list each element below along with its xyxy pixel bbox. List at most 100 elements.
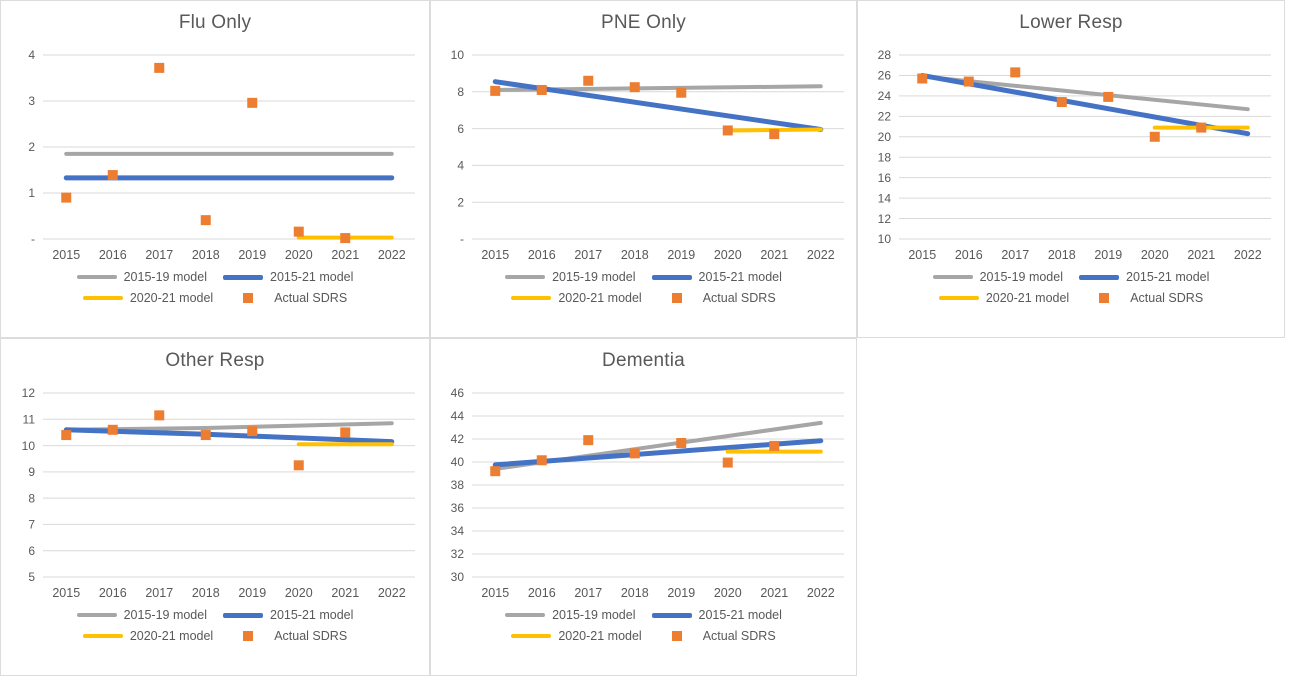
legend-item-actual-sdrs: Actual SDRS	[229, 291, 347, 305]
actual-sdrs-marker	[293, 226, 304, 237]
y-tick-label: 4	[457, 159, 464, 173]
y-tick-label: 46	[450, 386, 464, 400]
legend-label: 2020-21 model	[558, 291, 642, 305]
legend-marker-swatch	[1099, 293, 1110, 303]
chart-title: Flu Only	[178, 12, 252, 33]
series-actual-sdrs	[489, 435, 779, 477]
chart-other-resp: Other Resp 5 6 7 8 9 10 11 12 2015 2016 2017 2018 20…	[0, 338, 430, 676]
actual-sdrs-marker	[200, 430, 211, 441]
legend-label: Actual SDRS	[274, 291, 348, 305]
legend-line-swatch	[938, 296, 979, 300]
y-tick-label: 9	[28, 465, 35, 479]
x-tick-label: 2017	[574, 586, 602, 600]
chart-lower-resp: Lower Resp 10 12 14 16 18 20 22 24 26 28 2015 2016 2…	[857, 0, 1285, 338]
y-tick-label: 12	[878, 212, 892, 226]
legend-item-2015-19-model: 2015-19 model	[76, 608, 207, 622]
legend-item-2015-19-model: 2015-19 model	[932, 270, 1063, 284]
empty-grid-cell	[857, 338, 1285, 676]
x-tick-label: 2019	[667, 248, 695, 262]
legend-label: 2015-19 model	[552, 270, 636, 284]
legend-line-swatch	[76, 613, 117, 617]
legend-row: 2015-19 model 2015-21 model	[932, 270, 1209, 284]
legend-line-swatch	[1079, 274, 1119, 280]
legend-item-2020-21-model: 2020-21 model	[82, 629, 213, 643]
chart-dementia: Dementia 30 32 34 36 38 40 42 44 46 2015 2016 2017 2…	[430, 338, 857, 676]
y-tick-label: 36	[450, 501, 464, 515]
chart-legend: 2015-19 model 2015-21 model 2020-21 model A…	[76, 270, 353, 305]
gridlines	[471, 54, 844, 240]
actual-sdrs-marker	[768, 440, 779, 451]
y-tick-label: 24	[878, 89, 892, 103]
legend-item-2015-21-model: 2015-21 model	[1079, 270, 1209, 284]
y-axis-labels: - 1 2 3 4	[28, 48, 35, 246]
x-tick-label: 2020	[713, 586, 741, 600]
legend-item-2015-21-model: 2015-21 model	[223, 608, 353, 622]
chart-legend: 2015-19 model 2015-21 model 2020-21 model A…	[932, 270, 1209, 305]
y-tick-label: 6	[457, 122, 464, 136]
y-tick-label: 10	[22, 439, 36, 453]
legend-item-2020-21-model: 2020-21 model	[511, 629, 642, 643]
legend-line-swatch	[651, 612, 692, 618]
y-axis-labels: 30 32 34 36 38 40 42 44 46	[450, 386, 464, 584]
actual-sdrs-marker	[61, 430, 72, 441]
actual-sdrs-marker	[247, 97, 258, 108]
x-tick-label: 2022	[806, 586, 834, 600]
x-tick-label: 2018	[192, 586, 220, 600]
y-tick-label: 2	[457, 195, 464, 209]
y-tick-label: 26	[878, 69, 892, 83]
legend-row: 2020-21 model Actual SDRS	[511, 629, 776, 643]
x-tick-label: 2016	[99, 248, 127, 262]
x-axis-labels: 2015 2016 2017 2018 2019 2020 2021 2022	[52, 586, 405, 600]
x-tick-label: 2019	[667, 586, 695, 600]
x-tick-label: 2019	[1094, 248, 1122, 262]
actual-sdrs-marker	[340, 427, 351, 438]
x-tick-label: 2021	[760, 248, 788, 262]
y-tick-label: 44	[450, 409, 464, 423]
y-tick-label: 4	[28, 48, 35, 62]
actual-sdrs-marker	[629, 82, 640, 93]
x-axis-labels: 2015 2016 2017 2018 2019 2020 2021 2022	[908, 248, 1261, 262]
x-tick-label: 2018	[192, 248, 220, 262]
x-tick-label: 2022	[378, 248, 406, 262]
series-2015-19-model	[920, 74, 1250, 112]
chart-legend: 2015-19 model 2015-21 model 2020-21 model A…	[76, 608, 353, 643]
legend-line-swatch	[82, 634, 123, 638]
x-axis-labels: 2015 2016 2017 2018 2019 2020 2021 2022	[52, 248, 405, 262]
legend-item-2020-21-model: 2020-21 model	[82, 291, 214, 305]
legend-line-swatch	[932, 275, 973, 279]
x-tick-label: 2015	[52, 586, 80, 600]
legend-item-2015-21-model: 2015-21 model	[651, 270, 782, 284]
legend-row: 2015-19 model 2015-21 model	[505, 270, 782, 284]
gridlines	[43, 392, 415, 578]
actual-sdrs-marker	[1103, 91, 1114, 102]
x-tick-label: 2016	[955, 248, 983, 262]
x-tick-label: 2016	[99, 586, 127, 600]
y-tick-label: 1	[28, 186, 35, 200]
legend-label: 2015-19 model	[552, 608, 636, 622]
actual-sdrs-marker	[536, 84, 547, 95]
x-axis-labels: 2015 2016 2017 2018 2019 2020 2021 2022	[481, 248, 834, 262]
actual-sdrs-marker	[629, 448, 640, 459]
series-actual-sdrs	[61, 410, 351, 471]
legend-row: 2020-21 model Actual SDRS	[511, 291, 776, 305]
legend-marker-swatch	[671, 631, 682, 641]
y-tick-label: 10	[878, 232, 892, 246]
x-tick-label: 2020	[285, 586, 313, 600]
x-tick-label: 2018	[620, 586, 648, 600]
series-actual-sdrs	[489, 75, 779, 140]
legend-label: 2020-21 model	[129, 291, 214, 305]
actual-sdrs-marker	[722, 457, 733, 468]
series-actual-sdrs	[917, 67, 1207, 142]
gridlines	[899, 54, 1271, 240]
actual-sdrs-marker	[1196, 122, 1207, 133]
legend-row: 2015-19 model 2015-21 model	[505, 608, 782, 622]
x-tick-label: 2019	[238, 248, 266, 262]
legend-row: 2020-21 model Actual SDRS	[82, 291, 347, 305]
y-axis-labels: - 2 4 6 8 10	[450, 48, 464, 246]
legend-line-swatch	[511, 296, 552, 300]
y-tick-label: 8	[28, 491, 35, 505]
legend-item-2015-21-model: 2015-21 model	[651, 608, 782, 622]
